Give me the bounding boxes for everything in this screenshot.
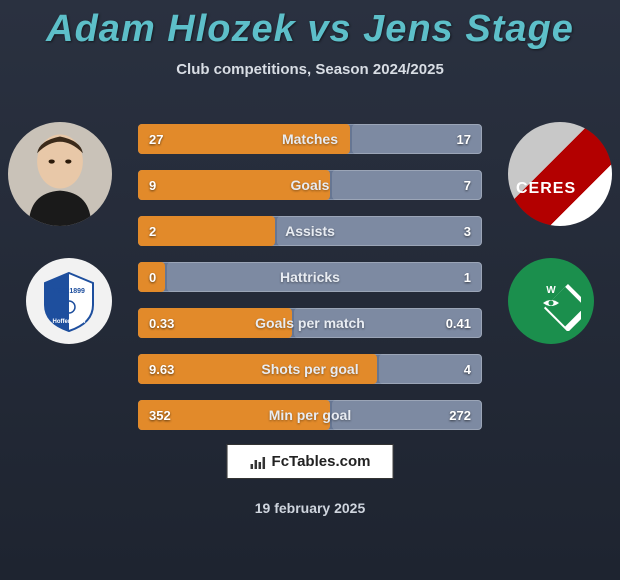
stat-value-left: 352	[149, 408, 171, 423]
stats-container: 27Matches179Goals72Assists30Hattricks10.…	[138, 124, 482, 446]
stat-row: 2Assists3	[138, 216, 482, 246]
stat-row: 27Matches17	[138, 124, 482, 154]
stat-row: 9Goals7	[138, 170, 482, 200]
stat-row: 0Hattricks1	[138, 262, 482, 292]
club1-badge: TSG 1899 Hoffenheim	[26, 258, 112, 344]
stat-value-left: 9	[149, 178, 156, 193]
footer-brand[interactable]: FcTables.com	[227, 444, 394, 479]
stat-value-left: 9.63	[149, 362, 174, 377]
brand-text: FcTables.com	[272, 453, 371, 470]
stat-value-right: 0.41	[446, 316, 471, 331]
svg-text:W: W	[546, 285, 556, 296]
player1-avatar	[8, 122, 112, 226]
club2-badge: W	[508, 258, 594, 344]
svg-text:TSG 1899: TSG 1899	[53, 288, 85, 295]
stat-label: Hattricks	[139, 269, 481, 285]
stat-value-left: 2	[149, 224, 156, 239]
page-title: Adam Hlozek vs Jens Stage	[0, 0, 620, 51]
stat-row: 9.63Shots per goal4	[138, 354, 482, 384]
stat-label: Min per goal	[139, 407, 481, 423]
stat-value-left: 0.33	[149, 316, 174, 331]
stat-value-right: 4	[464, 362, 471, 377]
stat-label: Assists	[139, 223, 481, 239]
stat-label: Matches	[139, 131, 481, 147]
stat-value-right: 7	[464, 178, 471, 193]
stat-label: Goals per match	[139, 315, 481, 331]
stat-label: Shots per goal	[139, 361, 481, 377]
stat-value-right: 17	[457, 132, 471, 147]
stat-value-right: 272	[449, 408, 471, 423]
player2-name: Jens Stage	[363, 8, 574, 50]
stat-row: 352Min per goal272	[138, 400, 482, 430]
stat-value-right: 3	[464, 224, 471, 239]
stat-row: 0.33Goals per match0.41	[138, 308, 482, 338]
stat-value-right: 1	[464, 270, 471, 285]
stat-value-left: 27	[149, 132, 163, 147]
player1-name: Adam Hlozek	[46, 8, 296, 50]
footer-date: 19 february 2025	[0, 500, 620, 516]
stat-value-left: 0	[149, 270, 156, 285]
subtitle: Club competitions, Season 2024/2025	[0, 61, 620, 78]
player2-avatar	[508, 122, 612, 226]
stat-label: Goals	[139, 177, 481, 193]
chart-icon	[250, 454, 266, 470]
vs-text: vs	[296, 8, 363, 50]
svg-text:Hoffenheim: Hoffenheim	[53, 319, 86, 325]
